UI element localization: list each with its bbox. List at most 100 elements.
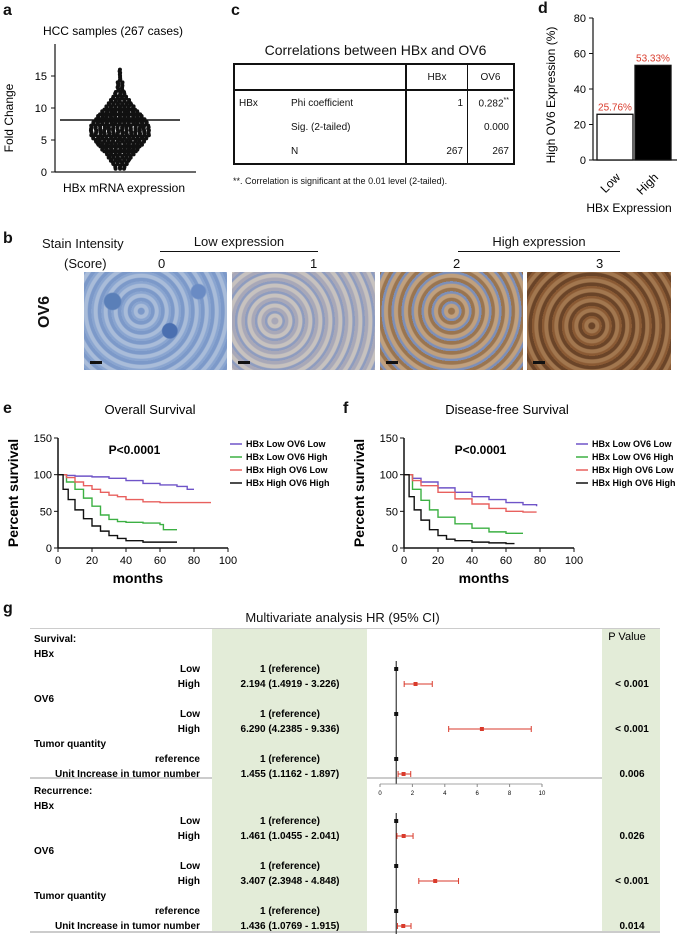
forest-marker bbox=[401, 772, 406, 776]
group-header: OV6 bbox=[34, 694, 54, 705]
corr-cell: 0.282** bbox=[468, 90, 515, 115]
y-tick-label: 100 bbox=[34, 470, 52, 482]
survival-curve bbox=[58, 473, 177, 543]
hr-value: 6.290 (4.2385 - 9.336) bbox=[241, 724, 340, 735]
y-axis-label: Percent survival bbox=[351, 439, 367, 547]
pvalue-column-shade bbox=[602, 629, 660, 931]
panel-a-ytick-label: 0 bbox=[41, 167, 47, 179]
corr-corner-2 bbox=[287, 64, 407, 90]
survival-curve bbox=[404, 473, 523, 535]
panel-a-title: HCC samples (267 cases) bbox=[43, 24, 183, 38]
y-tick-label: 150 bbox=[380, 433, 398, 445]
hr-value: 2.194 (1.4919 - 3.226) bbox=[241, 679, 340, 690]
ihc-image-score-0 bbox=[84, 272, 227, 370]
x-tick-label: 0 bbox=[401, 555, 407, 567]
row-label: reference bbox=[155, 906, 200, 917]
hr-value: 1 (reference) bbox=[260, 906, 320, 917]
row-label: High bbox=[178, 724, 200, 735]
legend-label: HBx High OV6 High bbox=[592, 478, 676, 488]
forest-marker bbox=[479, 727, 484, 731]
y-tick-label: 50 bbox=[386, 506, 398, 518]
ov6-row-label: OV6 bbox=[36, 268, 54, 328]
legend-label: HBx Low OV6 High bbox=[592, 452, 674, 462]
p-value: 0.006 bbox=[619, 769, 644, 780]
bar-category-label: Low bbox=[598, 170, 624, 196]
high-expression-bracket bbox=[458, 251, 620, 252]
panel-a-xlabel: HBx mRNA expression bbox=[63, 181, 185, 195]
corr-row-label: Phi coefficient bbox=[287, 90, 407, 115]
ihc-image-score-2 bbox=[380, 272, 523, 370]
panel-a-ylabel: Fold Change bbox=[2, 83, 16, 152]
legend-label: HBx High OV6 Low bbox=[246, 465, 329, 475]
panel-f-survival-chart: Disease-free Survival P<0.0001 0 50 100 150 0 2… bbox=[351, 402, 676, 586]
x-tick-label: 80 bbox=[188, 555, 200, 567]
hr-value: 1.436 (1.0769 - 1.915) bbox=[241, 921, 340, 932]
panel-letter-f: f bbox=[343, 400, 349, 417]
corr-empty bbox=[234, 139, 287, 164]
panel-a-ytick-label: 5 bbox=[41, 135, 47, 147]
multivariate-forest-table: P Value Survival: HBx Low 1 (reference) High 2… bbox=[30, 628, 660, 934]
high-expression-label: High expression bbox=[492, 234, 586, 249]
hr-value: 1 (reference) bbox=[260, 754, 320, 765]
p-value: 0.026 bbox=[619, 831, 644, 842]
score-2: 2 bbox=[453, 256, 461, 271]
survival-curve bbox=[58, 473, 177, 531]
forest-marker bbox=[413, 682, 418, 686]
corr-sig-mark: ** bbox=[503, 96, 509, 104]
corr-cell: 1 bbox=[406, 90, 468, 115]
hr-value: 1.455 (1.1162 - 1.897) bbox=[241, 769, 339, 780]
scale-bar bbox=[90, 361, 102, 364]
panel-d-ytick-label: 40 bbox=[574, 84, 586, 96]
survival-chart-title: Overall Survival bbox=[104, 402, 195, 417]
panel-g-title: Multivariate analysis HR (95% CI) bbox=[245, 610, 440, 625]
panel-d-bar-chart: High OV6 Expression (%) 0 20 40 60 80 25.76%… bbox=[544, 13, 677, 215]
panel-a-dot bbox=[117, 67, 122, 72]
row-label: Low bbox=[180, 709, 200, 720]
x-tick-label: 80 bbox=[534, 555, 546, 567]
corr-value: 0.282 bbox=[478, 98, 504, 110]
row-label: Low bbox=[180, 664, 200, 675]
legend-label: HBx Low OV6 Low bbox=[592, 439, 673, 449]
p-value-annotation: P<0.0001 bbox=[455, 443, 507, 457]
row-label: Low bbox=[180, 861, 200, 872]
corr-col-hbx: HBx bbox=[406, 64, 468, 90]
x-tick-label: 100 bbox=[219, 555, 237, 567]
panel-letter-c: c bbox=[231, 2, 240, 19]
survival-curve bbox=[404, 473, 515, 545]
panel-letter-g: g bbox=[3, 600, 13, 617]
corr-cell bbox=[406, 115, 468, 139]
x-tick-label: 60 bbox=[500, 555, 512, 567]
bar-value-label: 53.33% bbox=[636, 53, 670, 64]
corr-cell: 267 bbox=[492, 145, 509, 157]
score-3: 3 bbox=[596, 256, 604, 271]
scale-bar bbox=[386, 361, 398, 364]
p-value: < 0.001 bbox=[615, 724, 649, 735]
x-axis-label: months bbox=[113, 570, 164, 586]
hr-value: 1 (reference) bbox=[260, 861, 320, 872]
panel-d-ytick-label: 0 bbox=[580, 155, 586, 167]
forest-reference-marker bbox=[394, 667, 399, 671]
x-tick-label: 20 bbox=[86, 555, 98, 567]
low-expression-label: Low expression bbox=[193, 234, 285, 249]
panel-letter-b: b bbox=[3, 230, 13, 247]
panel-d-ytick-label: 20 bbox=[574, 120, 586, 132]
x-tick-label: 60 bbox=[154, 555, 166, 567]
corr-row-label: N bbox=[287, 139, 407, 164]
p-value-annotation: P<0.0001 bbox=[109, 443, 161, 457]
y-tick-label: 50 bbox=[40, 506, 52, 518]
bar-category-label: High bbox=[634, 170, 661, 197]
row-label: High bbox=[178, 831, 200, 842]
panel-c-title: Correlations between HBx and OV6 bbox=[264, 42, 487, 58]
row-label: reference bbox=[155, 754, 200, 765]
forest-tick-label: 10 bbox=[539, 791, 546, 797]
legend-label: HBx Low OV6 Low bbox=[246, 439, 327, 449]
stain-intensity-label: Stain Intensity bbox=[42, 236, 124, 251]
stain-score-label: (Score) bbox=[64, 256, 107, 271]
hr-value: 1 (reference) bbox=[260, 816, 320, 827]
panel-a-ytick-label: 15 bbox=[35, 71, 47, 83]
y-tick-label: 0 bbox=[392, 543, 398, 555]
score-1: 1 bbox=[310, 256, 318, 271]
score-0: 0 bbox=[158, 256, 166, 271]
hr-value: 1.461 (1.0455 - 2.041) bbox=[241, 831, 340, 842]
hr-value: 1 (reference) bbox=[260, 664, 320, 675]
